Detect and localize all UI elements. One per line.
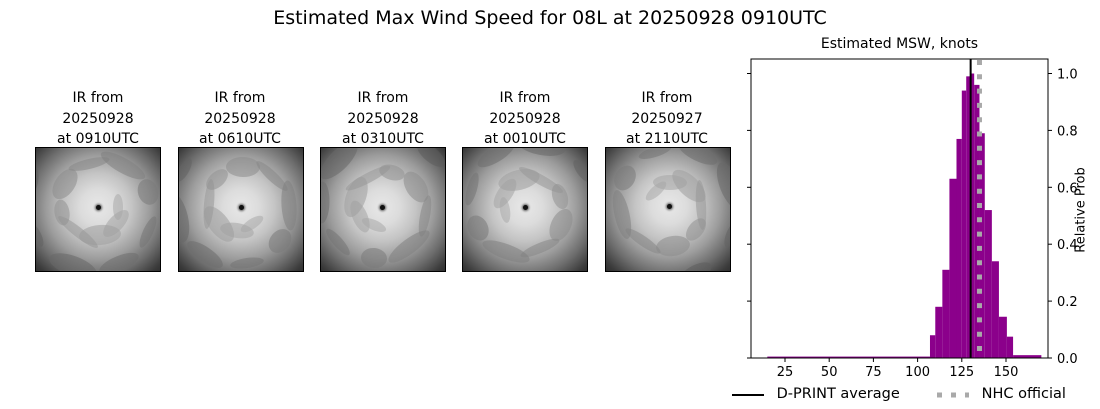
histogram-bar	[942, 269, 950, 358]
x-tick-label: 25	[777, 365, 794, 380]
histogram-bar	[970, 73, 975, 358]
axes-frame	[750, 58, 1049, 359]
histogram-bar	[935, 306, 943, 358]
ir-panel-5: IR from 20250927 at 2110UTC	[597, 88, 737, 150]
histogram-bar	[956, 138, 962, 358]
ir-panel-title: IR from 20250928 at 0610UTC	[199, 90, 281, 147]
ir-panel-title: IR from 20250928 at 0910UTC	[57, 90, 139, 147]
y-tick-label: 0.0	[1057, 352, 1078, 367]
y-tick-label: 1.0	[1057, 68, 1078, 83]
x-tick-label: 75	[865, 365, 882, 380]
histogram-bar	[979, 133, 985, 358]
x-tick-label: 125	[949, 365, 974, 380]
ir-satellite-image	[605, 147, 731, 272]
ir-panel-4: IR from 20250928 at 0010UTC	[455, 88, 595, 150]
histogram-bar	[961, 90, 967, 358]
ir-satellite-image	[462, 147, 588, 272]
y-tick-label: 0.4	[1057, 238, 1078, 253]
ir-panel-title: IR from 20250927 at 2110UTC	[626, 90, 708, 147]
y-axis-label: Relative Prob	[1073, 167, 1089, 253]
ir-satellite-image	[320, 147, 446, 272]
plot-title: Estimated MSW, knots	[820, 36, 979, 52]
ir-panel-1: IR from 20250928 at 0910UTC	[28, 88, 168, 150]
ir-satellite-image	[178, 147, 304, 272]
hurricane-eye	[522, 204, 528, 210]
solid-line-icon	[732, 394, 764, 396]
hurricane-eye	[379, 204, 385, 210]
histogram-bar	[998, 316, 1007, 358]
histogram-bar	[974, 84, 980, 358]
histogram-bar	[984, 210, 992, 358]
x-tick-label: 50	[821, 365, 838, 380]
y-tick-label: 0.8	[1057, 124, 1078, 139]
x-tick-label: 100	[905, 365, 930, 380]
histogram-bar	[1006, 336, 1014, 358]
histogram-bar	[1013, 355, 1042, 358]
histogram-bar	[949, 178, 957, 358]
figure-title: Estimated Max Wind Speed for 08L at 2025…	[273, 7, 827, 29]
histogram-bar	[991, 261, 999, 358]
hurricane-eye	[666, 203, 672, 209]
y-tick-label: 0.2	[1057, 295, 1078, 310]
x-tick-label: 150	[994, 365, 1019, 380]
hurricane-eye	[238, 204, 244, 210]
histogram-bar	[966, 76, 971, 358]
histogram-bar	[929, 335, 936, 358]
ir-panel-2: IR from 20250928 at 0610UTC	[170, 88, 310, 150]
ir-panel-title: IR from 20250928 at 0010UTC	[484, 90, 566, 147]
histogram-bar	[767, 356, 930, 359]
ir-panel-3: IR from 20250928 at 0310UTC	[313, 88, 453, 150]
legend-item-nhc: NHC official	[935, 386, 1066, 402]
dotted-line-icon	[937, 392, 969, 398]
legend-item-dprint: D-PRINT average	[730, 386, 900, 402]
ir-satellite-image	[35, 147, 161, 272]
ir-panel-title: IR from 20250928 at 0310UTC	[342, 90, 424, 147]
hurricane-eye	[95, 204, 101, 210]
y-tick-label: 0.6	[1057, 181, 1078, 196]
